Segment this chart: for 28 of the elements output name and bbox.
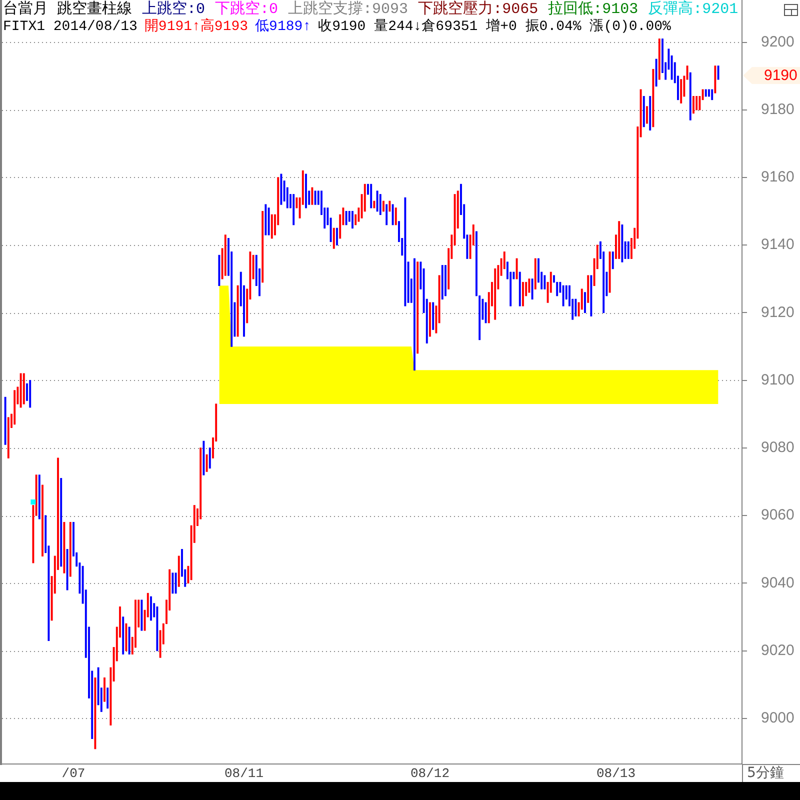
y-tick-label: 9000	[761, 710, 794, 727]
annotation: 下跳空壓力:9065	[418, 1, 538, 18]
x-tick-label: /07	[62, 766, 86, 782]
y-tick-label: 9180	[761, 101, 794, 118]
chart-title: 台當月 跳空畫柱線	[3, 1, 132, 18]
annotation: 上跳空支撐:9093	[288, 1, 408, 18]
annotation: 上跳空:0	[142, 1, 206, 18]
y-tick-label: 9020	[761, 642, 794, 659]
y-tick-label: 9040	[761, 574, 794, 592]
y-tick-label: 9160	[761, 168, 794, 186]
y-tick-label: 9140	[761, 236, 794, 254]
annotation: 收9190 量244↓倉69351 增+0 振0.04% 漲(0)0.00%	[318, 19, 671, 35]
y-tick-label: 9120	[761, 304, 794, 321]
x-tick-label: 08/12	[410, 766, 450, 782]
text: 9190	[764, 67, 798, 84]
annotation: 拉回低:9103	[548, 1, 638, 18]
annotation: 開9191↑高9193	[144, 19, 248, 35]
y-tick-label: 9100	[761, 371, 794, 388]
x-tick-label: 08/13	[596, 766, 636, 782]
annotation: 反彈高:9201	[648, 1, 738, 18]
y-tick-label: 9060	[761, 506, 794, 524]
annotation: 下跳空:0	[215, 1, 278, 18]
y-tick-label: 9200	[761, 33, 794, 50]
y-tick-label: 9080	[761, 439, 794, 456]
text: 5分鐘	[747, 765, 784, 781]
annotation: 低9189↑	[255, 19, 312, 35]
x-tick-label: 08/11	[224, 766, 264, 782]
annotation: FITX1 2014/08/13	[3, 19, 138, 35]
